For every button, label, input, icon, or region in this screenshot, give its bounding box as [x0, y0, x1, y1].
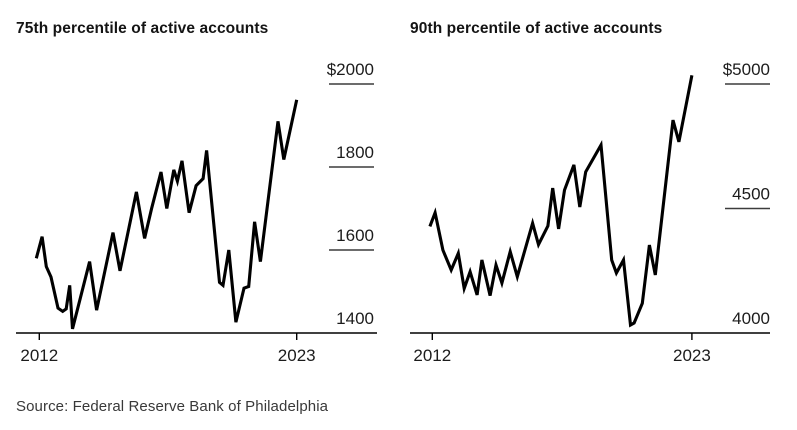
y-tick-label: 1800: [336, 143, 374, 162]
x-tick-label: 2012: [20, 346, 58, 365]
y-tick-label: 1400: [336, 309, 374, 328]
series-line: [34, 99, 299, 330]
line-chart-75th-percentile: 1400 1600 1800 $2000 2012 2023: [16, 60, 377, 365]
chart-panel-90th-percentile: 90th percentile of active accounts 4000 4…: [410, 0, 782, 380]
chart-title-90th-percentile: 90th percentile of active accounts: [410, 20, 663, 37]
source-note: Source: Federal Reserve Bank of Philadel…: [16, 398, 329, 415]
y-tick-label: 1600: [336, 226, 374, 245]
y-tick-label: 4000: [732, 309, 770, 328]
line-chart-90th-percentile: 4000 4500 $5000 2012 2023: [410, 60, 770, 365]
x-tick-label: 2023: [673, 346, 711, 365]
series-line: [428, 75, 694, 328]
x-tick-label: 2012: [413, 346, 451, 365]
y-tick-label: 4500: [732, 185, 770, 204]
y-tick-label: $5000: [723, 60, 770, 79]
chart-panel-75th-percentile: 75th percentile of active accounts 1400 1…: [16, 0, 388, 380]
chart-title-75th-percentile: 75th percentile of active accounts: [16, 20, 269, 37]
x-tick-label: 2023: [278, 346, 316, 365]
y-tick-label: $2000: [327, 60, 374, 79]
